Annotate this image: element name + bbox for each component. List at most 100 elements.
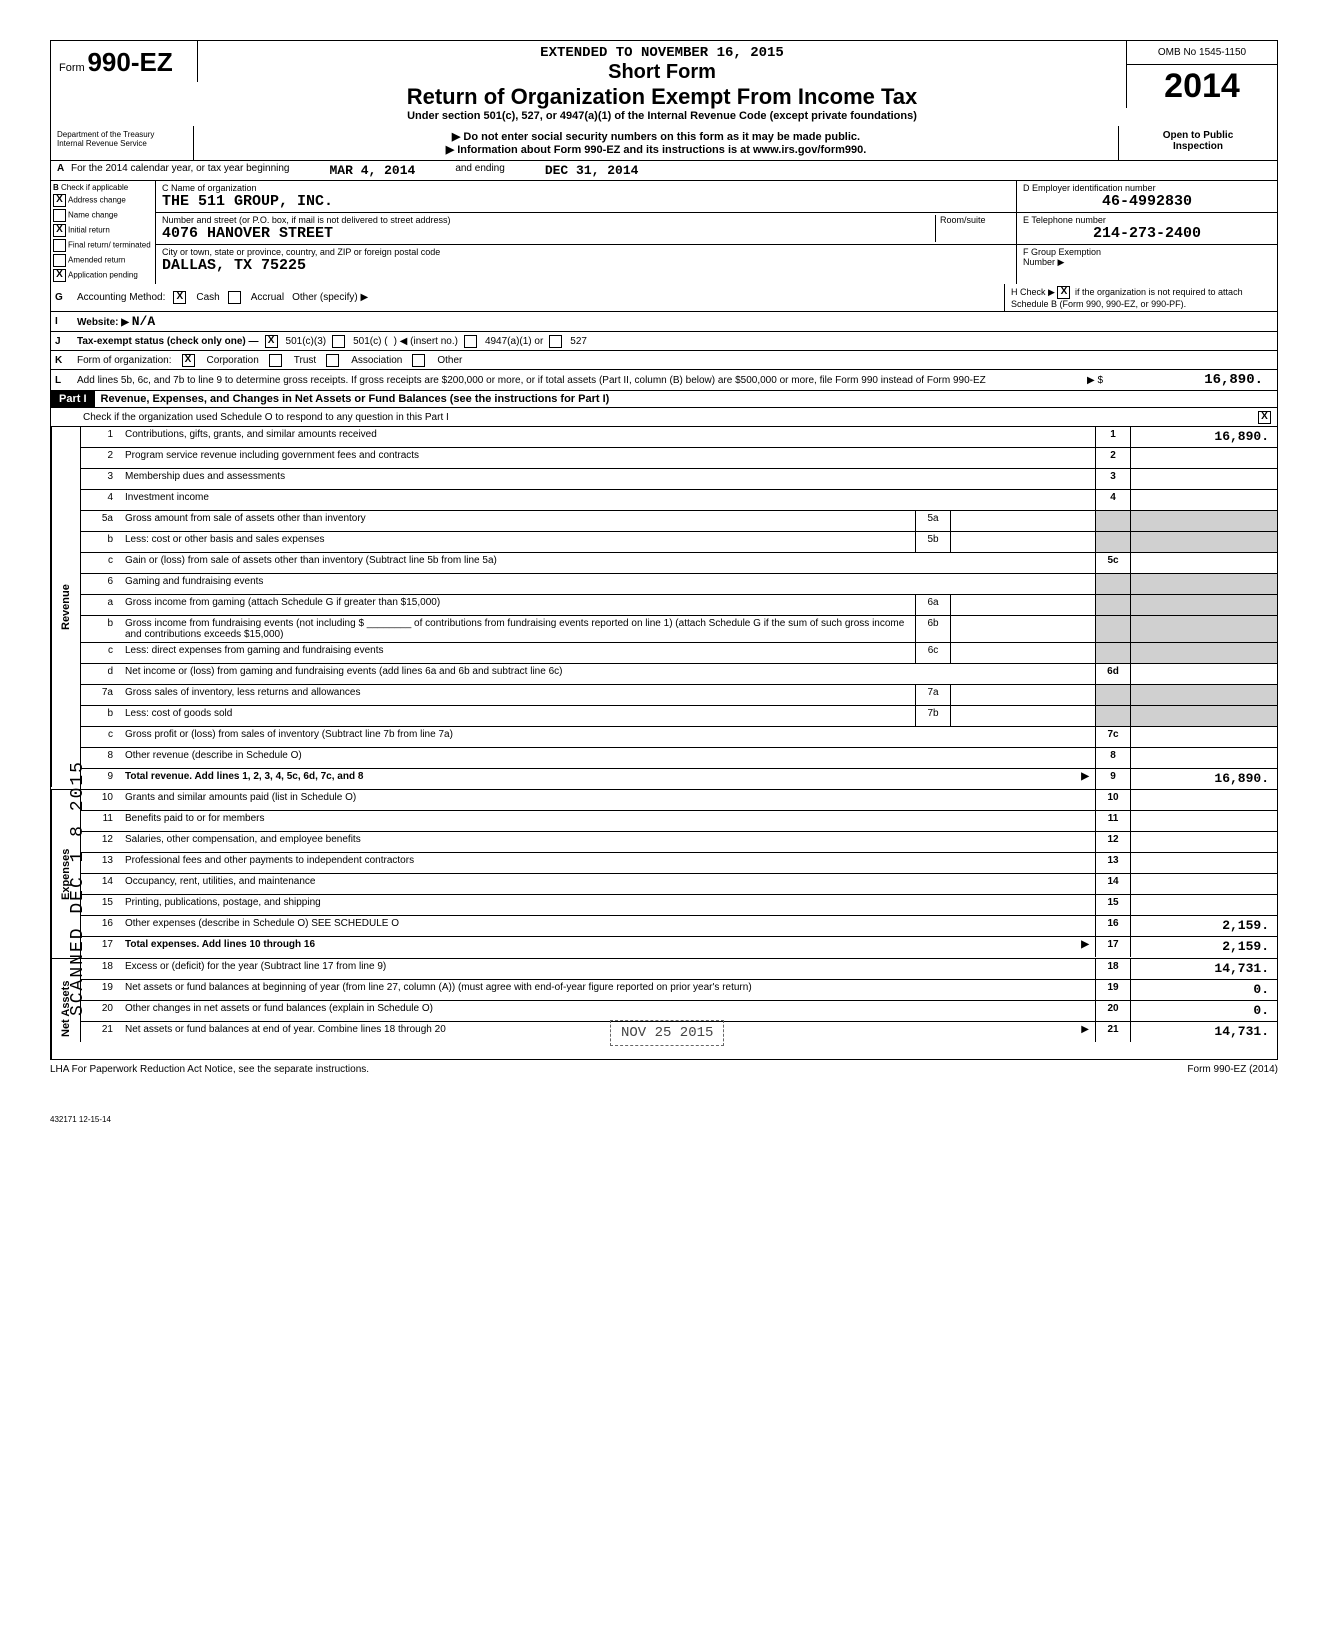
right-row-value [1130, 643, 1277, 663]
table-row: cGross profit or (loss) from sales of in… [80, 727, 1277, 748]
right-row-value: 2,159. [1130, 937, 1277, 957]
row-desc: Net income or (loss) from gaming and fun… [119, 664, 1095, 684]
colb-checkbox[interactable]: X [53, 194, 66, 207]
footer-row: LHA For Paperwork Reduction Act Notice, … [50, 1060, 1278, 1075]
right-row-value [1130, 574, 1277, 594]
row-desc: Program service revenue including govern… [119, 448, 1095, 468]
form-header: Form 990-EZ EXTENDED TO NOVEMBER 16, 201… [50, 40, 1278, 126]
row-desc: Benefits paid to or for members [119, 811, 1095, 831]
right-row-number: 16 [1095, 916, 1130, 936]
right-row-number: 4 [1095, 490, 1130, 510]
colb-checkbox[interactable] [53, 209, 66, 222]
gross-receipts-value: 16,890. [1103, 372, 1273, 388]
line-k: K Form of organization: XCorporation Tru… [50, 351, 1278, 370]
h-check-label: H Check ▶ [1011, 287, 1055, 297]
right-row-value [1130, 553, 1277, 573]
right-row-value [1130, 832, 1277, 852]
col-c: C Name of organization THE 511 GROUP, IN… [156, 181, 1017, 284]
line-i-label: I [51, 316, 73, 327]
right-row-value [1130, 811, 1277, 831]
right-row-number [1095, 643, 1130, 663]
table-row: 10Grants and similar amounts paid (list … [80, 790, 1277, 811]
right-row-value [1130, 685, 1277, 705]
dept-line-2: Internal Revenue Service [57, 139, 187, 148]
right-row-value [1130, 469, 1277, 489]
accrual-checkbox[interactable] [228, 291, 241, 304]
colb-checkbox[interactable]: X [53, 224, 66, 237]
row-desc: Gross profit or (loss) from sales of inv… [119, 727, 1095, 747]
corp-checkbox[interactable]: X [182, 354, 195, 367]
schedule-o-check-text: Check if the organization used Schedule … [83, 412, 449, 423]
4947-checkbox[interactable] [464, 335, 477, 348]
org-city-row: City or town, state or province, country… [156, 245, 1016, 276]
schedule-o-checkbox[interactable]: X [1258, 411, 1271, 424]
trust-label: Trust [294, 355, 316, 366]
phone-row: E Telephone number 214-273-2400 [1017, 213, 1277, 245]
colb-option-label: Address change [68, 196, 126, 205]
h-checkbox[interactable]: X [1057, 286, 1070, 299]
other-org-checkbox[interactable] [412, 354, 425, 367]
ein-label: D Employer identification number [1023, 183, 1271, 193]
table-row: 11Benefits paid to or for members11 [80, 811, 1277, 832]
right-row-number: 9 [1095, 769, 1130, 789]
group-exempt-label: F Group Exemption [1023, 247, 1271, 257]
line-l-label: L [51, 375, 73, 386]
table-row: 5aGross amount from sale of assets other… [80, 511, 1277, 532]
colb-checkbox[interactable]: X [53, 269, 66, 282]
row-desc: Less: cost or other basis and sales expe… [119, 532, 915, 552]
line-g: G Accounting Method: XCash Accrual Other… [50, 284, 1278, 312]
other-method-label: Other (specify) ▶ [292, 292, 368, 303]
right-row-number [1095, 616, 1130, 642]
cash-checkbox[interactable]: X [173, 291, 186, 304]
501c3-checkbox[interactable]: X [265, 335, 278, 348]
row-desc: Less: cost of goods sold [119, 706, 915, 726]
assoc-checkbox[interactable] [326, 354, 339, 367]
row-desc: Gross sales of inventory, less returns a… [119, 685, 915, 705]
row-desc: Salaries, other compensation, and employ… [119, 832, 1095, 852]
form-number-box: Form 990-EZ [51, 41, 198, 82]
other-org-label: Other [437, 355, 462, 366]
inspection: Inspection [1123, 141, 1273, 152]
501c-label: 501(c) ( [353, 336, 387, 347]
right-row-value: 16,890. [1130, 769, 1277, 789]
line-a-text1: For the 2014 calendar year, or tax year … [71, 163, 289, 178]
table-row: cLess: direct expenses from gaming and f… [80, 643, 1277, 664]
right-row-number: 20 [1095, 1001, 1130, 1021]
row-desc: Professional fees and other payments to … [119, 853, 1095, 873]
right-row-number: 2 [1095, 448, 1130, 468]
right-row-number: 14 [1095, 874, 1130, 894]
col-def: D Employer identification number 46-4992… [1017, 181, 1277, 284]
right-row-value [1130, 874, 1277, 894]
row-number: c [80, 727, 119, 747]
right-row-value [1130, 790, 1277, 810]
colb-option-label: Name change [68, 211, 118, 220]
lha-notice: LHA For Paperwork Reduction Act Notice, … [50, 1064, 369, 1075]
received-stamp: NOV 25 2015 [610, 1020, 724, 1046]
mid-row-value [950, 685, 1095, 705]
org-name-row: C Name of organization THE 511 GROUP, IN… [156, 181, 1016, 213]
col-b-label: B [53, 183, 59, 192]
table-row: 3Membership dues and assessments3 [80, 469, 1277, 490]
mid-row-number: 5b [915, 532, 950, 552]
form-number: 990-EZ [87, 47, 172, 77]
colb-option-label: Final return/ terminated [68, 241, 151, 250]
527-checkbox[interactable] [549, 335, 562, 348]
mid-row-value [950, 706, 1095, 726]
501c-checkbox[interactable] [332, 335, 345, 348]
colb-checkbox[interactable] [53, 254, 66, 267]
group-exempt-row: F Group Exemption Number ▶ [1017, 245, 1277, 270]
row-desc: Gross income from fundraising events (no… [119, 616, 915, 642]
table-row: bLess: cost or other basis and sales exp… [80, 532, 1277, 553]
table-row: bGross income from fundraising events (n… [80, 616, 1277, 643]
right-row-number [1095, 532, 1130, 552]
mid-row-number: 6b [915, 616, 950, 642]
row-desc: Total expenses. Add lines 10 through 16 … [119, 937, 1095, 957]
org-addr-row: Number and street (or P.O. box, if mail … [156, 213, 1016, 245]
phone-label: E Telephone number [1023, 215, 1271, 225]
colb-checkbox[interactable] [53, 239, 66, 252]
trust-checkbox[interactable] [269, 354, 282, 367]
row-desc: Occupancy, rent, utilities, and maintena… [119, 874, 1095, 894]
right-row-number [1095, 511, 1130, 531]
right-row-value: 2,159. [1130, 916, 1277, 936]
row-desc: Membership dues and assessments [119, 469, 1095, 489]
